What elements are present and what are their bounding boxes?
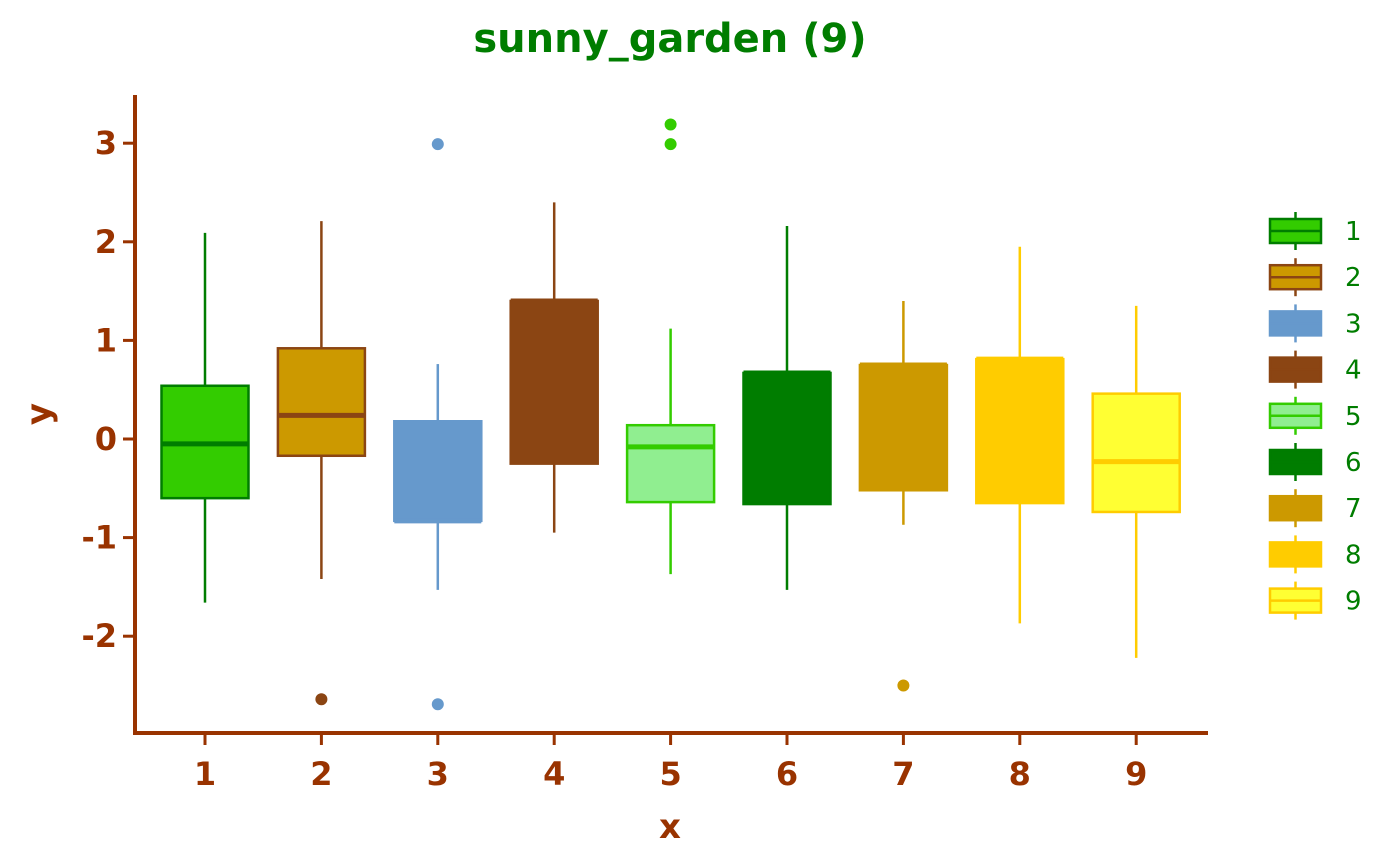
legend-label: 8 [1345, 540, 1362, 570]
legend-label: 1 [1345, 217, 1362, 247]
legend-label: 2 [1345, 263, 1362, 293]
box-9 [1091, 305, 1181, 658]
legend-label: 7 [1345, 494, 1362, 524]
legend-label: 9 [1345, 587, 1362, 617]
legend-item-7: 7 [1268, 489, 1362, 528]
x-tick-label: 1 [194, 755, 216, 793]
outlier-point [315, 693, 328, 706]
y-tick-label: -2 [81, 617, 117, 655]
legend-item-4: 4 [1268, 350, 1362, 389]
x-tick-label: 8 [1009, 755, 1031, 793]
box-body [742, 371, 832, 506]
legend-item-2: 2 [1268, 258, 1362, 297]
outlier-point [664, 118, 677, 131]
box-body [276, 347, 367, 458]
box-7 [858, 300, 949, 692]
outlier-point [431, 698, 444, 711]
legend: 1 2 3 4 5 6 7 8 9 [1268, 212, 1362, 620]
legend-label: 4 [1345, 356, 1362, 386]
x-tick-label: 5 [659, 755, 681, 793]
box-6 [742, 226, 832, 590]
x-tick-label: 3 [427, 755, 449, 793]
y-tick-label: -1 [81, 519, 117, 557]
box-body [858, 363, 949, 492]
legend-item-6: 6 [1268, 443, 1362, 481]
outlier-point [664, 138, 677, 151]
legend-label: 3 [1345, 309, 1362, 339]
legend-label: 6 [1345, 448, 1362, 478]
legend-item-9: 9 [1268, 581, 1362, 620]
box-body [509, 299, 599, 465]
outlier-point [431, 138, 444, 151]
y-tick-label: 1 [95, 321, 117, 359]
box-body [975, 357, 1065, 505]
y-tick-label: 3 [95, 124, 117, 162]
box-5 [625, 118, 716, 575]
box-3 [393, 138, 483, 711]
legend-label: 5 [1345, 402, 1362, 432]
chart-title: sunny_garden (9) [473, 16, 866, 62]
y-tick-label: 0 [95, 420, 117, 458]
box-4 [509, 202, 599, 533]
box-body [625, 423, 716, 504]
box-8 [975, 246, 1065, 624]
box-body [393, 420, 483, 523]
box-1 [160, 232, 250, 603]
x-tick-label: 4 [543, 755, 565, 793]
box-body [1091, 392, 1181, 514]
legend-item-8: 8 [1268, 535, 1362, 574]
y-axis-title: y [19, 403, 59, 425]
legend-item-1: 1 [1268, 212, 1362, 250]
x-tick-label: 6 [776, 755, 798, 793]
legend-item-5: 5 [1268, 396, 1362, 435]
x-tick-label: 7 [892, 755, 914, 793]
y-tick-label: 2 [95, 223, 117, 261]
legend-item-3: 3 [1268, 304, 1362, 343]
outlier-point [897, 679, 910, 692]
x-tick-label: 2 [310, 755, 332, 793]
plot-area: -2 -1 0 1 2 3 1 2 3 4 5 6 7 8 9 [81, 95, 1208, 793]
box-2 [276, 221, 367, 706]
x-axis-title: x [659, 807, 681, 847]
x-tick-label: 9 [1125, 755, 1147, 793]
